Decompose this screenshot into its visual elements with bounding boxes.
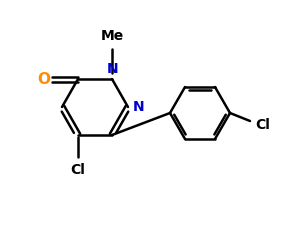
Text: Me: Me bbox=[100, 29, 124, 43]
Text: Cl: Cl bbox=[255, 118, 270, 132]
Text: N: N bbox=[107, 62, 119, 76]
Text: Cl: Cl bbox=[71, 163, 86, 177]
Text: O: O bbox=[37, 72, 50, 86]
Text: N: N bbox=[133, 100, 145, 114]
